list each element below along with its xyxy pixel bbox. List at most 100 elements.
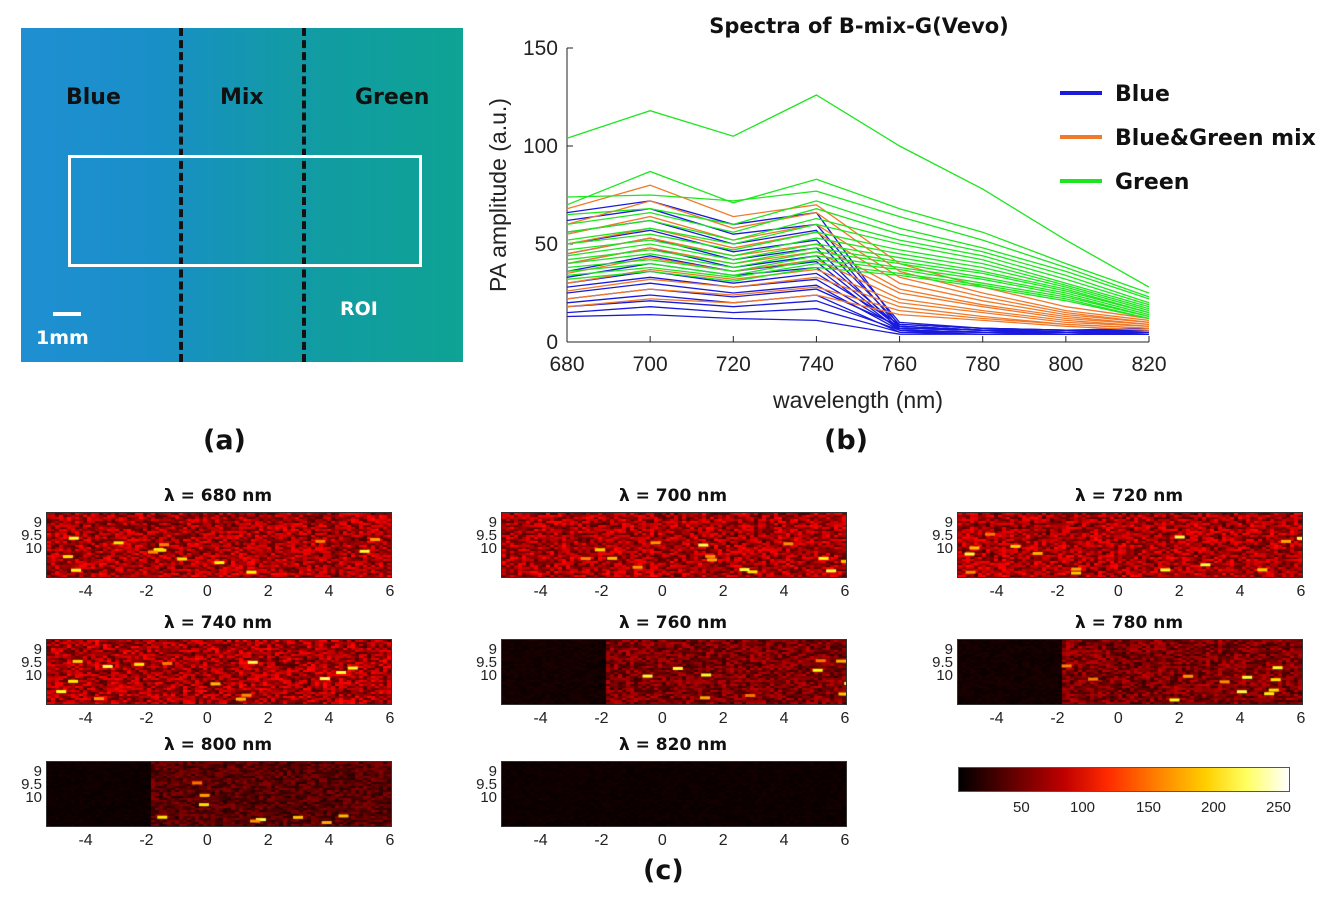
x-tick-label: 0 xyxy=(1113,710,1123,727)
colorbar xyxy=(958,767,1290,792)
pa-image xyxy=(46,512,392,578)
x-tick-label: 720 xyxy=(716,353,751,376)
y-tick-label: 9 xyxy=(488,763,497,780)
series-line-green xyxy=(566,266,1150,320)
series-line-green xyxy=(566,190,1150,298)
y-tick-label: 9.5 xyxy=(476,527,497,544)
panel-b-tag: (b) xyxy=(824,425,869,456)
x-tick-label: -2 xyxy=(1050,710,1065,727)
y-tick-label: 10 xyxy=(936,540,953,557)
scale-label: 1mm xyxy=(36,327,89,349)
y-tick-label: 100 xyxy=(523,135,558,158)
series-line-green xyxy=(566,217,1150,306)
x-tick-label: 800 xyxy=(1048,353,1083,376)
chart-title: Spectra of B-mix-G(Vevo) xyxy=(709,14,1009,38)
x-tick-label: 4 xyxy=(779,710,789,727)
x-tick-label: -4 xyxy=(989,583,1004,600)
x-tick-label: -4 xyxy=(533,832,548,849)
y-tick-label: 10 xyxy=(936,667,953,684)
colorbar-tick: 200 xyxy=(1201,799,1227,816)
pa-image-title: λ = 740 nm xyxy=(163,613,273,633)
colorbar-tick: 150 xyxy=(1136,799,1162,816)
series-line-green xyxy=(566,262,1150,320)
pa-image xyxy=(46,761,392,827)
x-tick-label: 2 xyxy=(718,583,728,600)
x-tick-label: 0 xyxy=(657,710,667,727)
divider-line-left xyxy=(179,28,183,362)
series-line-blue-green-mix xyxy=(566,237,1150,326)
colorbar-tick: 50 xyxy=(1013,799,1030,816)
pa-image xyxy=(46,639,392,705)
x-tick-label: 6 xyxy=(840,832,850,849)
x-tick-label: 4 xyxy=(1235,710,1245,727)
x-tick-label: -2 xyxy=(1050,583,1065,600)
x-tick-label: 6 xyxy=(1296,710,1306,727)
legend-label: Green xyxy=(1115,170,1189,195)
y-tick-label: 9 xyxy=(33,514,42,531)
y-tick-label: 9 xyxy=(944,641,953,658)
y-tick-label: 9.5 xyxy=(21,776,42,793)
x-tick-label: 700 xyxy=(633,353,668,376)
pa-image-title: λ = 800 nm xyxy=(163,735,273,755)
y-axis-label: PA amplitude (a.u.) xyxy=(485,98,511,292)
series-line-blue-green-mix xyxy=(566,268,1150,327)
x-tick-label: 0 xyxy=(657,832,667,849)
x-tick-label: 6 xyxy=(840,710,850,727)
y-tick-label: 10 xyxy=(480,540,497,557)
x-tick-label: 4 xyxy=(779,832,789,849)
colorbar-tick: 100 xyxy=(1070,799,1096,816)
series-line-green xyxy=(566,247,1150,314)
y-tick-label: 9.5 xyxy=(932,654,953,671)
y-tick-label: 9 xyxy=(33,763,42,780)
x-tick-label: 6 xyxy=(385,583,395,600)
y-tick-label: 10 xyxy=(480,667,497,684)
y-tick-label: 50 xyxy=(535,233,558,256)
y-tick-label: 9.5 xyxy=(21,527,42,544)
x-tick-label: 6 xyxy=(385,710,395,727)
y-tick-label: 9 xyxy=(488,641,497,658)
series-line-green xyxy=(566,223,1150,308)
x-tick-label: -4 xyxy=(533,583,548,600)
x-tick-label: 4 xyxy=(324,583,334,600)
y-tick-label: 9.5 xyxy=(476,654,497,671)
x-tick-label: 0 xyxy=(1113,583,1123,600)
pa-image-title: λ = 720 nm xyxy=(1074,486,1184,506)
series-line-blue xyxy=(566,313,1149,335)
series-line-green xyxy=(566,243,1150,314)
x-tick-label: 2 xyxy=(1174,583,1184,600)
series-line-blue xyxy=(566,300,1149,333)
x-tick-label: -2 xyxy=(594,832,609,849)
series-line-green xyxy=(566,208,1150,304)
y-tick-label: 9 xyxy=(33,641,42,658)
roi-rectangle xyxy=(68,155,422,267)
x-tick-label: 0 xyxy=(202,832,212,849)
colorbar-tick: 250 xyxy=(1266,799,1292,816)
scale-bar xyxy=(53,312,81,316)
y-tick-label: 10 xyxy=(480,789,497,806)
series-line-green xyxy=(566,94,1150,288)
legend-label: Blue&Green mix xyxy=(1115,126,1316,151)
x-tick-label: 760 xyxy=(882,353,917,376)
x-tick-label: 4 xyxy=(324,710,334,727)
series-line-blue-green-mix xyxy=(566,257,1150,327)
panel-c-tag: (c) xyxy=(643,855,684,886)
x-tick-label: 2 xyxy=(718,832,728,849)
x-tick-label: -2 xyxy=(139,832,154,849)
pa-image-title: λ = 760 nm xyxy=(618,613,728,633)
x-tick-label: -4 xyxy=(78,710,93,727)
y-tick-label: 9.5 xyxy=(476,776,497,793)
series-line-green xyxy=(566,231,1150,310)
x-tick-label: 4 xyxy=(324,832,334,849)
x-tick-label: 6 xyxy=(1296,583,1306,600)
x-tick-label: 0 xyxy=(657,583,667,600)
x-tick-label: 740 xyxy=(799,353,834,376)
x-tick-label: 6 xyxy=(840,583,850,600)
pa-image-title: λ = 680 nm xyxy=(163,486,273,506)
series-line-blue-green-mix xyxy=(566,286,1150,329)
x-tick-label: 2 xyxy=(263,583,273,600)
x-tick-label: -4 xyxy=(78,832,93,849)
x-tick-label: -4 xyxy=(533,710,548,727)
x-tick-label: 6 xyxy=(385,832,395,849)
x-tick-label: 2 xyxy=(263,710,273,727)
series-line-green xyxy=(566,255,1150,318)
